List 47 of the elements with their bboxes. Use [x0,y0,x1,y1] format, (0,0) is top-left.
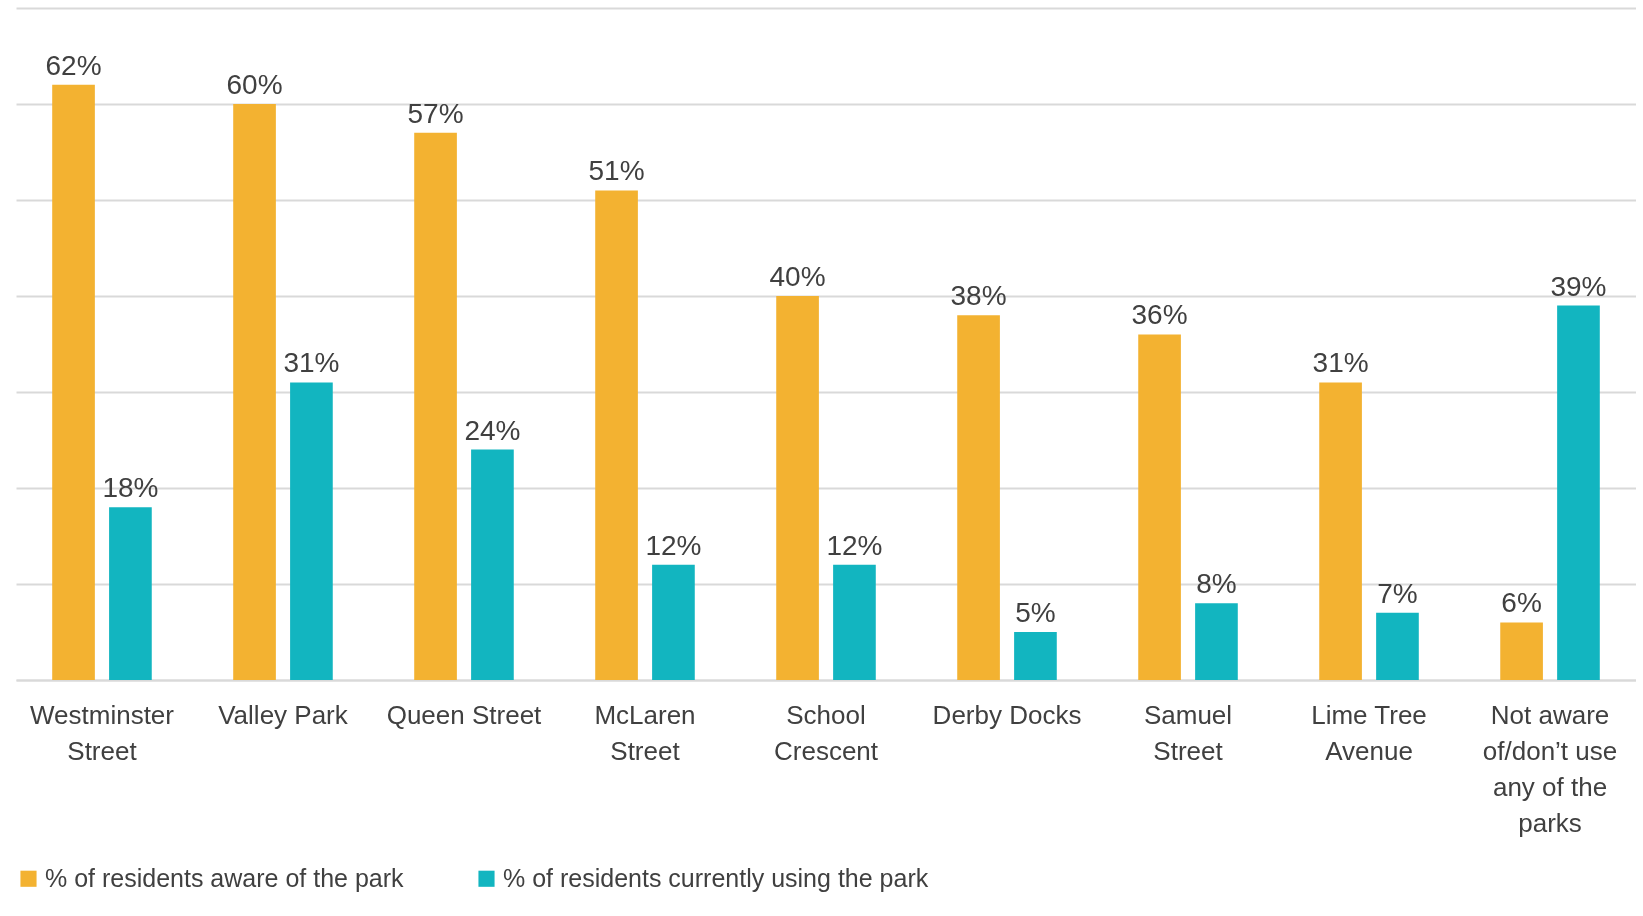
data-label: 36% [1131,299,1188,331]
data-label: 40% [769,261,826,292]
bar [776,296,819,680]
data-label: 7% [1377,577,1418,609]
x-tick-label: Westminster Street [29,699,175,766]
x-tick-label: Not aware of/don’t use any of the parks [1482,699,1618,838]
bar [1014,632,1057,680]
bar [1138,334,1181,680]
data-label: 39% [1550,270,1607,302]
legend-label: % of residents currently using the park [503,863,929,892]
x-tick-label: McLaren Street [594,699,696,766]
data-label: 24% [464,414,521,446]
bar [414,132,457,680]
bar [652,564,695,680]
data-label: 31% [283,347,340,379]
x-tick-label: Lime Tree Avenue [1311,699,1427,766]
data-label: 62% [45,49,102,81]
data-label: 12% [645,529,702,561]
data-label: 57% [407,97,464,129]
bar [52,84,95,680]
data-label: 6% [1501,587,1542,619]
x-tick-label: School Crescent [773,699,879,766]
data-label: 18% [102,472,159,504]
bar [957,315,1000,680]
bar [1319,382,1362,680]
data-label: 51% [588,155,645,187]
bar [1557,305,1600,680]
data-label: 38% [950,280,1007,312]
bar [1195,603,1238,680]
data-label: 8% [1196,568,1237,600]
bar [233,104,276,680]
bar [1500,622,1543,680]
x-tick-label: Queen Street [386,699,543,730]
data-label: 12% [826,529,883,561]
x-tick-label: Valley Park [218,699,349,730]
bar [595,190,638,680]
data-label: 5% [1015,597,1056,628]
legend-label: % of residents aware of the park [45,863,405,892]
bar [109,507,152,680]
data-label: 60% [226,69,283,100]
bar [1376,612,1419,680]
bar [290,382,333,680]
x-tick-label: Samuel Street [1143,699,1233,766]
x-tick-label: Derby Docks [932,699,1082,730]
bar [471,449,514,680]
data-label: 31% [1312,347,1369,379]
bar [833,564,876,680]
